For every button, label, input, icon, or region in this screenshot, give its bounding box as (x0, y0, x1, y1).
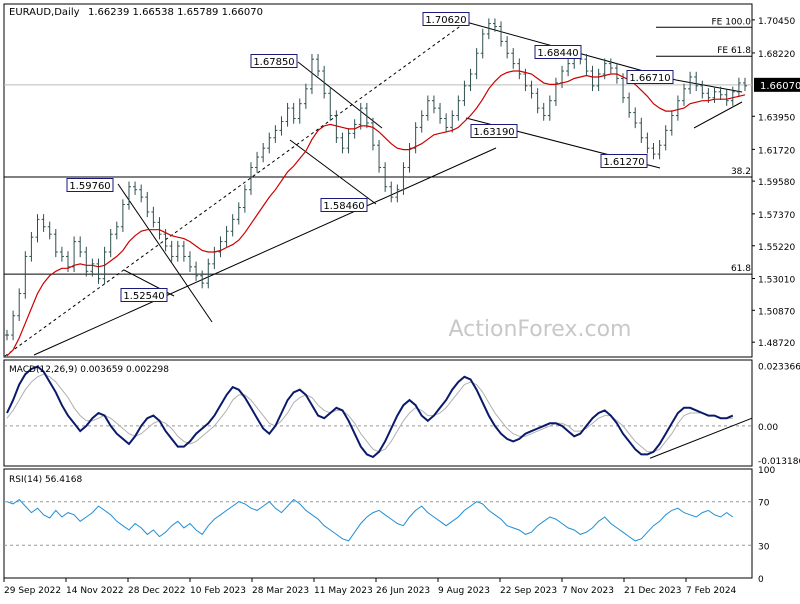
watermark: ActionForex.com (449, 317, 632, 342)
rsi-y-tick-label: 0 (758, 575, 764, 585)
fib-label: FE 61.8 (717, 46, 751, 56)
x-tick-label: 10 Feb 2023 (190, 586, 246, 596)
x-tick-label: 28 Dec 2022 (128, 586, 186, 596)
y-tick-label: 1.53010 (758, 276, 795, 286)
price-annotation: 1.52540 (123, 291, 164, 302)
y-tick-label: 1.50870 (758, 307, 795, 317)
x-tick-label: 22 Sep 2023 (500, 586, 557, 596)
x-tick-label: 28 Mar 2023 (252, 586, 309, 596)
price-panel-frame (3, 3, 753, 358)
price-annotation-box (250, 54, 298, 68)
x-tick-label: 7 Nov 2023 (562, 586, 614, 596)
price-annotation: 1.66710 (629, 73, 670, 84)
macd-y-tick-label: 0.00 (758, 423, 778, 433)
ohlc-readout: 1.66239 1.66538 1.65789 1.66070 (88, 7, 263, 18)
price-annotation-box (626, 70, 674, 84)
x-tick-label: 21 Dec 2023 (624, 586, 682, 596)
y-tick-label: 1.61720 (758, 146, 795, 156)
price-annotation-box (66, 178, 114, 192)
price-annotation-box (422, 12, 470, 26)
y-tick-label: 1.57370 (758, 211, 795, 221)
triangle-lower (693, 101, 743, 129)
ema-line (6, 70, 746, 357)
y-tick-label: 1.48720 (758, 339, 795, 349)
falling-channel-upper (117, 183, 213, 323)
macd-panel-frame (3, 359, 753, 467)
price-annotation: 1.61270 (603, 157, 644, 168)
y-tick-label: 1.55220 (758, 243, 795, 253)
macd-line (6, 365, 734, 459)
macd-title: MACD(12,26,9) 0.003659 0.002298 (9, 365, 169, 375)
fib-label: 38.2 (731, 167, 751, 177)
dashed-channel-line (4, 21, 467, 357)
rsi-line (6, 498, 734, 542)
fib-label: FE 100.0 (712, 17, 752, 27)
x-tick-label: 29 Sep 2022 (4, 586, 61, 596)
x-tick-label: 26 Jun 2023 (376, 586, 430, 596)
macd-trendline (649, 417, 753, 459)
price-annotation: 1.68440 (537, 48, 578, 59)
rsi-panel-frame (3, 468, 753, 579)
x-tick-label: 14 Nov 2022 (66, 586, 124, 596)
current-price-label: 1.66070 (760, 81, 800, 92)
rising-trendline (33, 147, 497, 356)
price-annotation: 1.58460 (323, 201, 364, 212)
macd-signal-line (6, 373, 733, 453)
falling-channel-lower (289, 139, 377, 205)
x-tick-label: 11 May 2023 (314, 586, 373, 596)
price-annotation-box (470, 124, 518, 138)
falling-channel-upper (297, 61, 383, 129)
chart-title: EURAUD,Daily (9, 7, 80, 18)
price-annotation-box (600, 154, 648, 168)
y-tick-label: 1.68220 (758, 50, 795, 60)
fib-label: 61.8 (731, 264, 751, 274)
x-tick-label: 7 Feb 2024 (686, 586, 737, 596)
price-annotation: 1.63190 (473, 127, 514, 138)
price-annotation: 1.59760 (69, 181, 110, 192)
price-annotation-box (534, 45, 582, 59)
macd-y-tick-label: 0.023366 (758, 363, 800, 373)
rsi-y-tick-label: 70 (758, 499, 770, 509)
y-tick-label: 1.59580 (758, 178, 795, 188)
y-tick-label: 1.63950 (758, 113, 795, 123)
price-annotation: 1.70620 (425, 15, 466, 26)
price-annotation: 1.67850 (253, 57, 294, 68)
rsi-y-tick-label: 30 (758, 542, 770, 552)
x-tick-label: 9 Aug 2023 (438, 586, 490, 596)
price-annotation-box (320, 198, 368, 212)
rsi-y-tick-label: 100 (758, 466, 775, 476)
y-tick-label: 1.70450 (758, 17, 795, 27)
triangle-upper (675, 79, 743, 93)
rsi-title: RSI(14) 56.4168 (9, 475, 82, 485)
current-price-marker (754, 77, 800, 92)
price-annotation-box (120, 288, 168, 302)
macd-y-tick-label: -0.013186 (758, 457, 800, 467)
